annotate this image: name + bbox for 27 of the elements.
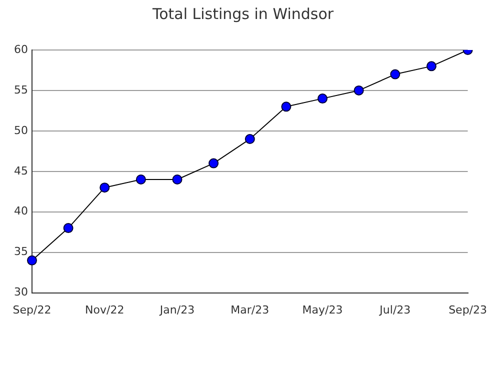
x-tick-label: Mar/23 xyxy=(230,303,270,316)
y-tick-label: 55 xyxy=(14,83,28,96)
point xyxy=(100,182,110,193)
x-tick-label: May/23 xyxy=(302,303,343,316)
y-tick-label: 40 xyxy=(14,204,28,218)
point xyxy=(26,255,37,266)
x-tick-label: Sep/23 xyxy=(448,303,487,316)
point xyxy=(244,134,255,144)
y-tick-label: 35 xyxy=(14,245,28,258)
point xyxy=(354,85,364,96)
point xyxy=(426,61,436,72)
y-tick-label: 60 xyxy=(14,42,28,56)
point xyxy=(318,94,328,104)
point xyxy=(63,223,74,234)
point xyxy=(172,174,182,184)
point xyxy=(390,69,400,80)
x-tick-label: Jan/23 xyxy=(158,303,195,316)
y-tick-label: 30 xyxy=(14,286,28,299)
x-tick-label: Nov/22 xyxy=(85,303,124,316)
x-tick-label: Sep/22 xyxy=(12,303,52,316)
y-tick-label: 50 xyxy=(14,124,28,137)
x-tick-label: Jul/23 xyxy=(378,303,411,316)
point xyxy=(281,102,292,112)
point xyxy=(208,158,219,168)
chart-title: Total Listings in Windsor xyxy=(151,4,334,23)
point xyxy=(136,174,146,184)
y-tick-label: 45 xyxy=(14,164,28,178)
